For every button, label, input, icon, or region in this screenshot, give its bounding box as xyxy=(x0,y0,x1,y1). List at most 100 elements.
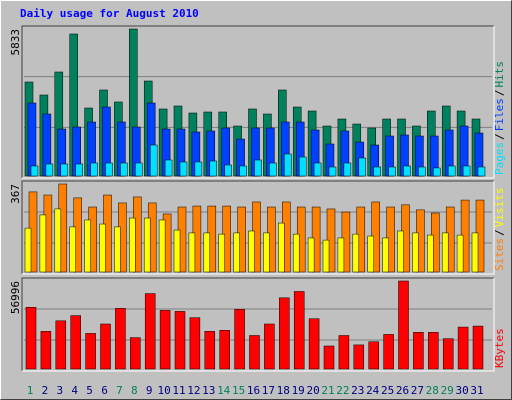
x-tick-label: 21 xyxy=(321,384,334,397)
bar xyxy=(313,162,322,177)
bar xyxy=(25,306,37,370)
y-tick-label: 5833 xyxy=(9,29,22,56)
bar xyxy=(427,234,434,273)
x-tick-label: 8 xyxy=(131,384,138,397)
legend-entry: KBytes xyxy=(493,328,506,368)
panel-border-light xyxy=(22,26,495,179)
bar xyxy=(164,159,173,177)
bar xyxy=(39,214,47,273)
x-tick-label: 28 xyxy=(426,384,439,397)
legend-entry: Files xyxy=(493,98,506,131)
x-tick-label: 25 xyxy=(381,384,394,397)
bar xyxy=(224,164,232,177)
x-tick-label: 6 xyxy=(101,384,108,397)
bar xyxy=(388,166,396,177)
legend-entry: Hits xyxy=(493,61,506,88)
x-tick-label: 4 xyxy=(71,384,78,397)
bar xyxy=(90,162,98,177)
bar xyxy=(234,309,245,370)
x-tick-label: 15 xyxy=(232,384,245,397)
bar xyxy=(144,293,156,370)
bar xyxy=(471,232,479,273)
bar xyxy=(338,335,350,370)
bar xyxy=(84,219,91,273)
x-tick-label: 14 xyxy=(217,384,231,397)
y-tick-label: 56996 xyxy=(9,281,22,314)
legend-entry: Sites xyxy=(493,238,506,271)
legend-entry: Visits xyxy=(493,188,506,228)
bar xyxy=(457,326,469,370)
x-tick-label: 17 xyxy=(262,384,275,397)
bar xyxy=(358,157,367,177)
bar xyxy=(428,332,439,370)
bar xyxy=(447,165,456,177)
bar xyxy=(398,280,409,370)
bar xyxy=(100,323,111,370)
bar xyxy=(373,166,381,177)
bar xyxy=(159,310,171,370)
bar xyxy=(194,161,203,177)
bar xyxy=(308,318,320,370)
bar xyxy=(120,162,128,177)
bar xyxy=(248,230,255,273)
bar xyxy=(69,226,76,273)
bar xyxy=(189,317,201,370)
legend-separator: / xyxy=(493,229,506,236)
x-tick-label: 16 xyxy=(247,384,260,397)
bar xyxy=(203,232,211,273)
bar xyxy=(441,232,449,273)
legend-separator: / xyxy=(493,90,506,97)
bar xyxy=(382,237,389,273)
bar xyxy=(173,229,181,273)
bar xyxy=(219,329,230,370)
x-tick-label: 20 xyxy=(306,384,319,397)
bar xyxy=(307,237,315,273)
bar xyxy=(343,162,352,177)
panel-border-dark xyxy=(21,25,494,178)
x-tick-label: 29 xyxy=(441,384,454,397)
bar xyxy=(412,232,419,273)
legend: Pages/Files/Hits xyxy=(493,61,506,175)
bar xyxy=(403,165,411,177)
bar xyxy=(99,223,106,273)
x-tick-label: 9 xyxy=(146,384,153,397)
bar xyxy=(477,166,486,177)
bar xyxy=(218,233,225,273)
legend-entry: Pages xyxy=(493,142,506,175)
x-tick-label: 23 xyxy=(351,384,364,397)
bar xyxy=(55,320,67,370)
bar xyxy=(264,323,275,370)
bar xyxy=(239,165,247,177)
bar xyxy=(24,227,32,273)
bar xyxy=(292,233,300,273)
bar xyxy=(284,153,292,177)
bar xyxy=(456,234,464,273)
x-tick-label: 24 xyxy=(366,384,380,397)
bar xyxy=(337,237,345,273)
legend-separator: / xyxy=(493,133,506,140)
x-tick-label: 13 xyxy=(202,384,215,397)
x-tick-label: 19 xyxy=(292,384,305,397)
bar xyxy=(27,102,37,177)
bar xyxy=(352,233,360,273)
x-tick-label: 30 xyxy=(455,384,468,397)
bar xyxy=(397,230,404,273)
panel-border-light xyxy=(22,278,495,372)
bar xyxy=(367,235,374,273)
bar xyxy=(188,232,196,273)
panel-border-dark xyxy=(21,277,494,371)
x-tick-label: 3 xyxy=(56,384,63,397)
bar xyxy=(149,144,158,177)
bar xyxy=(54,208,62,273)
bar xyxy=(353,344,365,370)
bar xyxy=(418,166,426,177)
bar xyxy=(75,163,83,177)
bar xyxy=(413,332,424,370)
bar xyxy=(85,333,96,370)
bar xyxy=(462,165,471,177)
bar xyxy=(298,156,307,177)
bar xyxy=(130,337,141,370)
x-tick-label: 12 xyxy=(187,384,200,397)
